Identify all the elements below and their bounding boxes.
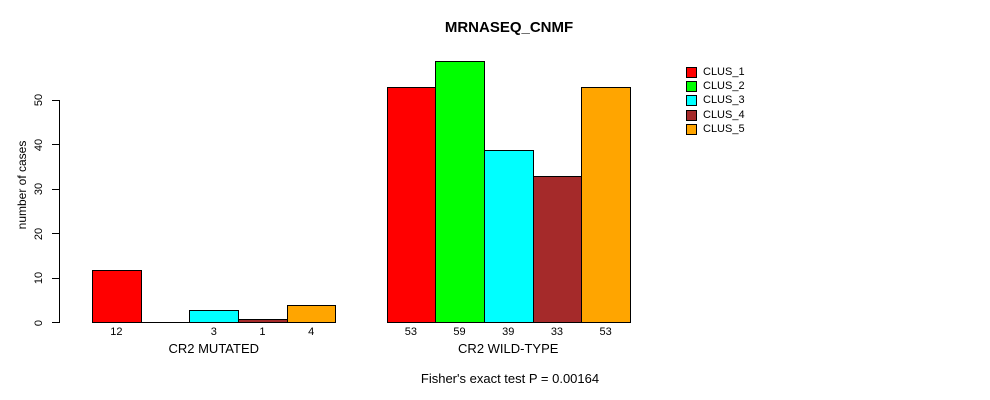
y-tick-mark [52,277,59,279]
legend-label-clus_1: CLUS_1 [703,66,745,78]
bar-value-label: 3 [210,326,217,338]
y-tick-label: 50 [33,94,45,107]
bar-clus_5-wildtype [581,87,631,323]
bar-value-label: 59 [453,326,466,338]
bar-clus_1-wildtype [386,87,437,323]
y-tick-label: 0 [33,319,45,326]
bar-value-label: 4 [308,326,315,338]
legend-swatch-clus_5 [686,123,697,135]
y-tick-label: 40 [33,138,45,151]
legend-label-clus_5: CLUS_5 [703,122,745,135]
y-tick-mark [52,322,59,323]
bar-clus_2-wildtype [435,61,485,323]
bar-clus_3-wildtype [483,150,534,323]
y-tick-mark [52,144,59,146]
legend-swatch-clus_4 [686,109,697,121]
y-tick-label: 30 [33,183,45,196]
y-tick-label: 10 [33,271,45,285]
legend-swatch-clus_3 [686,95,697,107]
legend-label-clus_3: CLUS_3 [703,94,745,107]
chart-title: MRNASEQ_CNMF [444,19,574,36]
bar-clus_3-mutated [189,310,240,323]
y-tick-mark [52,99,59,101]
bar-clus_1-mutated [92,270,142,323]
bar-clus_4-mutated [238,319,288,323]
y-tick-mark [52,188,59,190]
y-tick-mark [52,233,59,235]
bar-clus_2-zero [140,322,191,323]
bar-value-label: 33 [550,326,564,338]
legend-label-clus_2: CLUS_2 [703,80,745,93]
bar-value-label: 39 [502,326,515,338]
y-tick-label: 20 [33,227,45,240]
legend-swatch-clus_1 [686,67,697,78]
bar-value-label: 12 [110,326,123,338]
bar-value-label: 53 [599,326,612,338]
group-label-cr2-mutated: CR2 MUTATED [168,341,260,356]
legend-label-clus_4: CLUS_4 [703,108,745,121]
group-label-cr2-wild-type: CR2 WILD-TYPE [458,341,559,356]
bar-clus_4-wildtype [532,176,583,323]
bar-clus_5-mutated [286,305,337,323]
y-axis-line [59,100,60,323]
bar-value-label: 53 [404,326,417,338]
fisher-test-annotation: Fisher's exact test P = 0.00164 [420,371,600,386]
y-axis-label: number of cases [15,140,29,230]
legend-swatch-clus_2 [686,81,697,93]
bar-value-label: 1 [259,326,266,338]
